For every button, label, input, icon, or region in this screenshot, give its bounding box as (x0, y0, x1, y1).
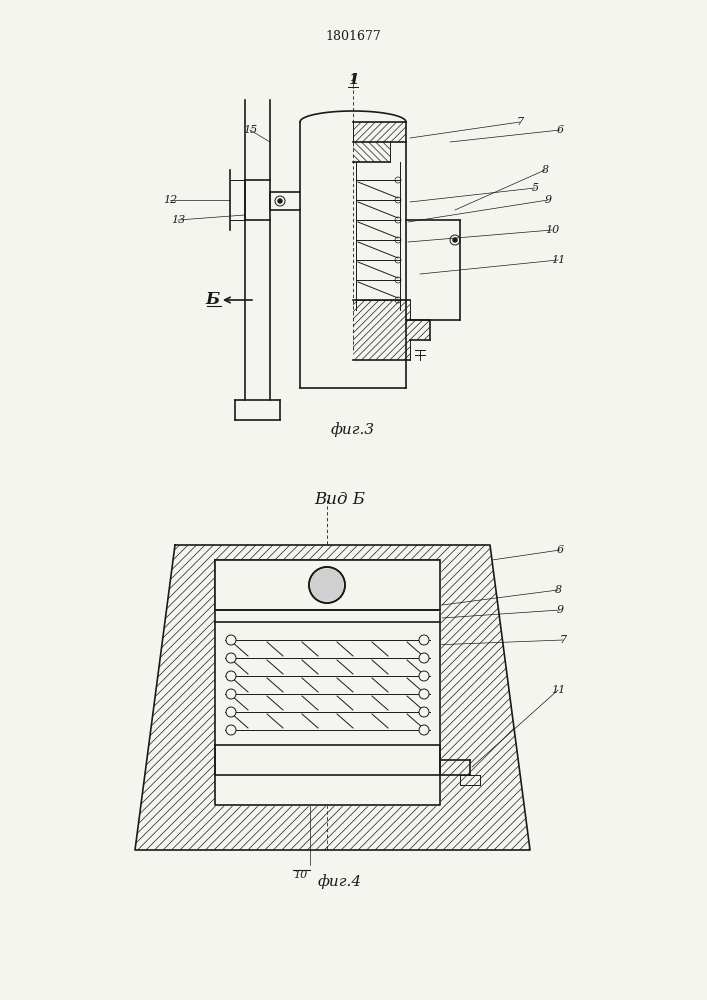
Text: Вид Б: Вид Б (315, 491, 366, 508)
Text: 1: 1 (349, 73, 356, 83)
Circle shape (226, 653, 236, 663)
Text: 12: 12 (163, 195, 177, 205)
Circle shape (226, 725, 236, 735)
Circle shape (453, 238, 457, 242)
Text: 6: 6 (556, 125, 563, 135)
Circle shape (226, 707, 236, 717)
Circle shape (311, 569, 343, 601)
Circle shape (226, 635, 236, 645)
Text: 7: 7 (559, 635, 566, 645)
Circle shape (419, 653, 429, 663)
Text: 13: 13 (171, 215, 185, 225)
Circle shape (278, 199, 282, 203)
Polygon shape (215, 560, 440, 610)
Text: 8: 8 (554, 585, 561, 595)
Text: фuг.3: фuг.3 (331, 423, 375, 437)
Polygon shape (215, 560, 440, 805)
Text: 15: 15 (243, 125, 257, 135)
Text: 9: 9 (556, 605, 563, 615)
Circle shape (419, 689, 429, 699)
Text: 1801677: 1801677 (325, 30, 381, 43)
Text: 10: 10 (545, 225, 559, 235)
Text: 11: 11 (551, 685, 565, 695)
Text: 10: 10 (293, 870, 307, 880)
Circle shape (419, 707, 429, 717)
Text: 5: 5 (532, 183, 539, 193)
Circle shape (419, 725, 429, 735)
Circle shape (226, 671, 236, 681)
Text: 11: 11 (551, 255, 565, 265)
Circle shape (226, 689, 236, 699)
Text: 8: 8 (542, 165, 549, 175)
Circle shape (419, 671, 429, 681)
Text: 6: 6 (556, 545, 563, 555)
Text: фuг.4: фuг.4 (318, 875, 362, 889)
Text: 7: 7 (516, 117, 524, 127)
Text: Б: Б (206, 292, 220, 308)
Circle shape (419, 635, 429, 645)
Text: 9: 9 (544, 195, 551, 205)
Text: 1: 1 (348, 73, 358, 87)
